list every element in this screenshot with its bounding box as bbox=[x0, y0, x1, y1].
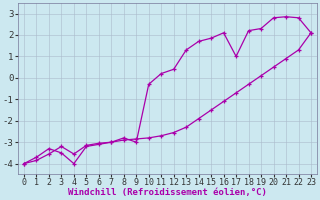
X-axis label: Windchill (Refroidissement éolien,°C): Windchill (Refroidissement éolien,°C) bbox=[68, 188, 267, 197]
